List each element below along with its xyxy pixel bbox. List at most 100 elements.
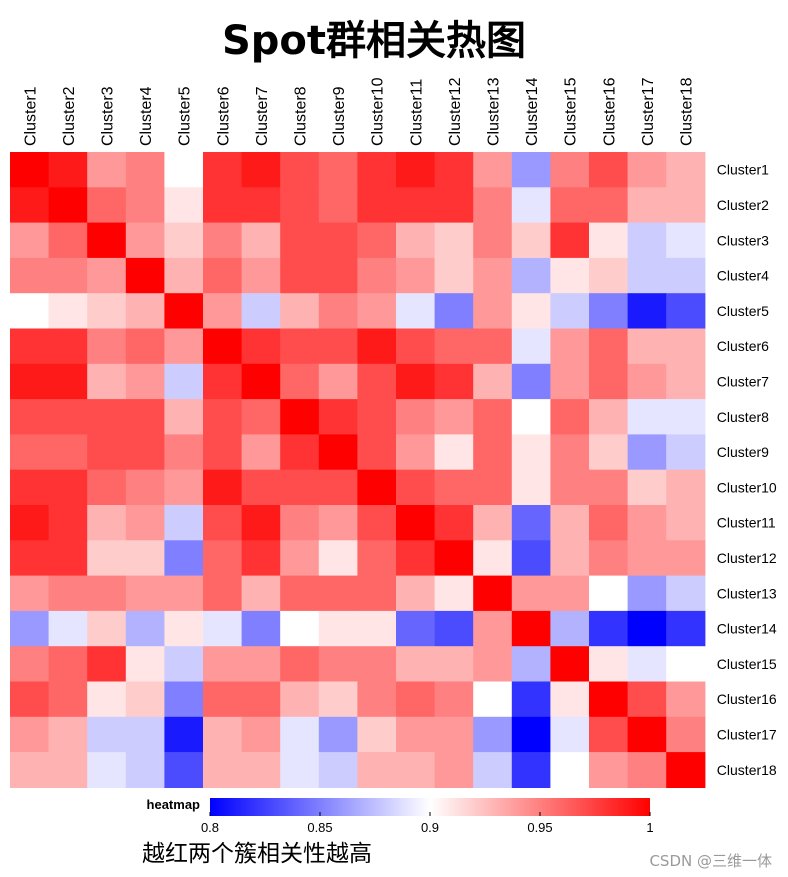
heatmap-cell-13-13	[473, 575, 513, 612]
colorbar-tick-label-5: 1	[646, 820, 653, 835]
heatmap-cell-18-5	[164, 752, 204, 788]
heatmap-cell-17-9	[318, 716, 358, 753]
heatmap-cell-6-18	[666, 328, 706, 365]
heatmap-cell-11-2	[48, 505, 88, 541]
row-label-1: Cluster1	[717, 162, 769, 178]
heatmap-cell-5-2	[48, 293, 88, 330]
heatmap-cell-17-2	[48, 716, 88, 753]
chart-title: Spot群相关热图	[222, 18, 526, 64]
heatmap-cell-7-10	[357, 363, 397, 400]
row-label-8: Cluster8	[717, 409, 769, 425]
row-label-5: Cluster5	[717, 303, 769, 319]
heatmap-cell-1-15	[550, 152, 590, 188]
heatmap-cell-13-16	[589, 575, 629, 612]
heatmap-cell-18-10	[357, 752, 397, 788]
heatmap-cell-11-5	[164, 505, 204, 541]
heatmap-cell-7-5	[164, 363, 204, 400]
heatmap-cell-12-2	[48, 540, 88, 577]
heatmap-cell-2-13	[473, 187, 513, 224]
heatmap-cells	[10, 152, 706, 788]
heatmap-cell-7-17	[627, 363, 667, 400]
heatmap-cell-4-5	[164, 257, 204, 294]
heatmap-cell-1-4	[125, 152, 165, 188]
heatmap-cell-5-7	[241, 293, 281, 330]
heatmap-cell-18-6	[203, 752, 243, 788]
heatmap-cell-5-3	[87, 293, 127, 330]
heatmap-cell-14-3	[87, 610, 127, 647]
heatmap-cell-1-13	[473, 152, 513, 188]
heatmap-cell-1-1	[10, 152, 50, 188]
heatmap-cell-2-2	[48, 187, 88, 224]
heatmap-cell-7-9	[318, 363, 358, 400]
heatmap-cell-10-5	[164, 469, 204, 506]
heatmap-cell-5-10	[357, 293, 397, 330]
heatmap-cell-4-6	[203, 257, 243, 294]
heatmap-cell-11-6	[203, 505, 243, 541]
heatmap-cell-14-1	[10, 610, 50, 647]
heatmap-cell-11-16	[589, 505, 629, 541]
heatmap-cell-4-11	[396, 257, 436, 294]
heatmap-cell-8-8	[280, 399, 320, 435]
heatmap-cell-5-8	[280, 293, 320, 330]
heatmap-cell-14-12	[434, 610, 474, 647]
heatmap-cell-7-4	[125, 363, 165, 400]
heatmap-cell-18-2	[48, 752, 88, 788]
heatmap-cell-5-6	[203, 293, 243, 330]
heatmap-cell-18-4	[125, 752, 165, 788]
heatmap-cell-3-10	[357, 222, 397, 259]
heatmap-cell-11-18	[666, 505, 706, 541]
heatmap-cell-13-14	[511, 575, 551, 612]
heatmap-cell-3-18	[666, 222, 706, 259]
row-label-4: Cluster4	[717, 268, 769, 284]
row-label-9: Cluster9	[717, 444, 769, 460]
heatmap-cell-8-7	[241, 399, 281, 435]
row-label-16: Cluster16	[717, 691, 777, 707]
heatmap-cell-12-8	[280, 540, 320, 577]
heatmap-cell-10-14	[511, 469, 551, 506]
heatmap-cell-14-15	[550, 610, 590, 647]
heatmap-cell-17-12	[434, 716, 474, 753]
heatmap-cell-1-6	[203, 152, 243, 188]
heatmap-cell-9-18	[666, 434, 706, 471]
colorbar-tick-label-2: 0.85	[307, 820, 332, 835]
heatmap-cell-15-4	[125, 646, 165, 683]
heatmap-cell-12-6	[203, 540, 243, 577]
heatmap-cell-12-15	[550, 540, 590, 577]
heatmap-cell-16-2	[48, 681, 88, 718]
heatmap-cell-7-3	[87, 363, 127, 400]
heatmap-cell-15-11	[396, 646, 436, 683]
heatmap-cell-3-17	[627, 222, 667, 259]
heatmap-cell-7-2	[48, 363, 88, 400]
heatmap-cell-6-4	[125, 328, 165, 365]
heatmap-cell-10-15	[550, 469, 590, 506]
heatmap-cell-18-16	[589, 752, 629, 788]
heatmap-cell-18-18	[666, 752, 706, 788]
heatmap-cell-9-8	[280, 434, 320, 471]
heatmap-cell-15-5	[164, 646, 204, 683]
heatmap-cell-8-10	[357, 399, 397, 435]
heatmap-cell-10-3	[87, 469, 127, 506]
row-label-15: Cluster15	[717, 656, 777, 672]
heatmap-cell-4-12	[434, 257, 474, 294]
heatmap-cell-6-8	[280, 328, 320, 365]
heatmap-cell-18-15	[550, 752, 590, 788]
heatmap-cell-9-9	[318, 434, 358, 471]
heatmap-cell-8-15	[550, 399, 590, 435]
column-label-2: Cluster2	[61, 86, 78, 146]
column-label-13: Cluster13	[486, 77, 503, 146]
heatmap-cell-13-11	[396, 575, 436, 612]
heatmap-cell-14-13	[473, 610, 513, 647]
heatmap-cell-5-14	[511, 293, 551, 330]
column-label-11: Cluster11	[408, 79, 425, 146]
heatmap-cell-16-16	[589, 681, 629, 718]
heatmap-cell-11-3	[87, 505, 127, 541]
heatmap-cell-3-8	[280, 222, 320, 259]
heatmap-cell-2-12	[434, 187, 474, 224]
heatmap-cell-7-7	[241, 363, 281, 400]
heatmap-cell-6-7	[241, 328, 281, 365]
heatmap-cell-14-9	[318, 610, 358, 647]
heatmap-cell-4-8	[280, 257, 320, 294]
heatmap-cell-7-6	[203, 363, 243, 400]
heatmap-cell-6-14	[511, 328, 551, 365]
colorbar-tick-label-4: 0.95	[527, 820, 552, 835]
